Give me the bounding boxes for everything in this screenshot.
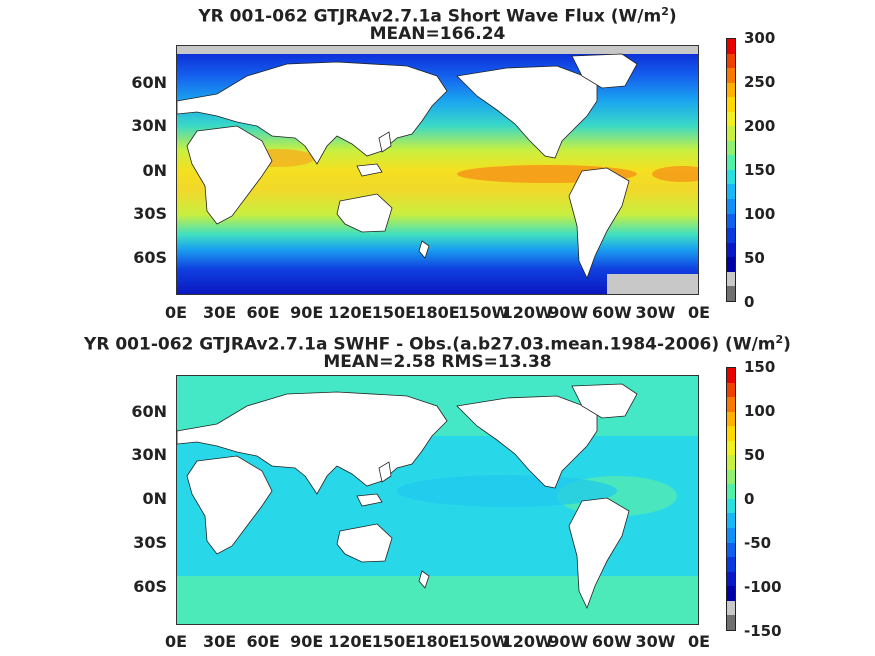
panel1-missing-north [177, 46, 698, 54]
panel1-colorbar-tick: 200 [744, 117, 776, 135]
panel1-subtitle: MEAN=166.24 [369, 24, 506, 44]
panel2-lon-label: 120E [328, 632, 373, 651]
panel1-lon-label: 0E [687, 303, 711, 322]
panel1-lat-label-60s: 60S [133, 248, 167, 267]
panel2-lon-label: 60W [591, 632, 632, 651]
panel1-lon-label: 120W [501, 303, 553, 322]
panel1-lon-label: 60W [591, 303, 632, 322]
panel1-lon-label: 180E [415, 303, 460, 322]
panel1-lat-label-30n: 30N [131, 116, 167, 135]
panel1-lat-label-30s: 30S [133, 204, 167, 223]
panel1-colorbar-tick: 100 [744, 205, 776, 223]
panel2-lat-label-0n: 0N [142, 489, 167, 508]
panel2-land [177, 383, 638, 610]
panel2-subtitle: MEAN=2.58 RMS=13.38 [323, 352, 552, 372]
panel2-lat-label-60s: 60S [133, 577, 167, 596]
panel1-high-flux-atlantic [652, 166, 698, 182]
panel2-colorbar-tick: -50 [744, 534, 772, 552]
panel1-colorbar-tick: 50 [744, 249, 765, 267]
panel2-colorbar [726, 367, 736, 631]
panel2-colorbar-tick: 50 [744, 446, 765, 464]
panel2-lon-label: 90E [290, 632, 324, 651]
panel2-lat-label-30n: 30N [131, 445, 167, 464]
panel2-map-svg [177, 376, 698, 624]
panel2-lon-label: 120W [501, 632, 553, 651]
panel1-colorbar-tick: 250 [744, 73, 776, 91]
panel1-lon-label: 90E [290, 303, 324, 322]
panel2-colorbar-tick: -100 [744, 578, 782, 596]
panel2-lon-label: 150E [371, 632, 417, 651]
panel2-lon-label: 150W [458, 632, 510, 651]
panel1-lon-label: 30W [635, 303, 676, 322]
panel2-positive-south [177, 576, 698, 624]
panel2-map [176, 375, 699, 625]
panel1-colorbar-tick: 150 [744, 161, 776, 179]
panel1-lon-label: 120E [328, 303, 373, 322]
panel1-missing-south [607, 274, 698, 294]
panel2-lon-label: 0E [164, 632, 188, 651]
panel1-colorbar-tick: 0 [744, 293, 755, 311]
panel2-colorbar-tick: -150 [744, 622, 782, 640]
panel1-map [176, 45, 699, 295]
panel2-lat-label-60n: 60N [131, 402, 167, 421]
panel1-lon-label: 90W [548, 303, 589, 322]
panel2-title: YR 001-062 GTJRAv2.7.1a SWHF - Obs.(a.b2… [84, 333, 791, 355]
panel1-lon-label: 0E [164, 303, 188, 322]
panel1-land [177, 53, 638, 280]
panel2-colorbar-tick: 100 [744, 402, 776, 420]
panel1-lon-label: 150W [458, 303, 510, 322]
panel2-colorbar-tick: 150 [744, 358, 776, 376]
panel2-lon-label: 90W [548, 632, 589, 651]
panel2-lon-label: 0E [687, 632, 711, 651]
panel1-title: YR 001-062 GTJRAv2.7.1a Short Wave Flux … [198, 5, 677, 27]
panel1-lon-label: 60E [246, 303, 280, 322]
panel1-lon-label: 150E [371, 303, 417, 322]
panel2-lon-label: 30E [202, 632, 237, 651]
panel1-lat-label-60n: 60N [131, 73, 167, 92]
panel1-map-svg [177, 46, 698, 294]
panel2-negative-pacific [397, 475, 617, 507]
panel2-lon-label: 60E [246, 632, 280, 651]
panel1-colorbar-tick: 300 [744, 29, 776, 47]
panel2-lon-label: 180E [415, 632, 460, 651]
panel1-lon-label: 30E [202, 303, 237, 322]
panel2-lat-label-30s: 30S [133, 533, 167, 552]
panel1-lat-label-0n: 0N [142, 161, 167, 180]
panel2-colorbar-tick: 0 [744, 490, 755, 508]
panel2-lon-label: 30W [635, 632, 676, 651]
panel1-colorbar [726, 38, 736, 302]
